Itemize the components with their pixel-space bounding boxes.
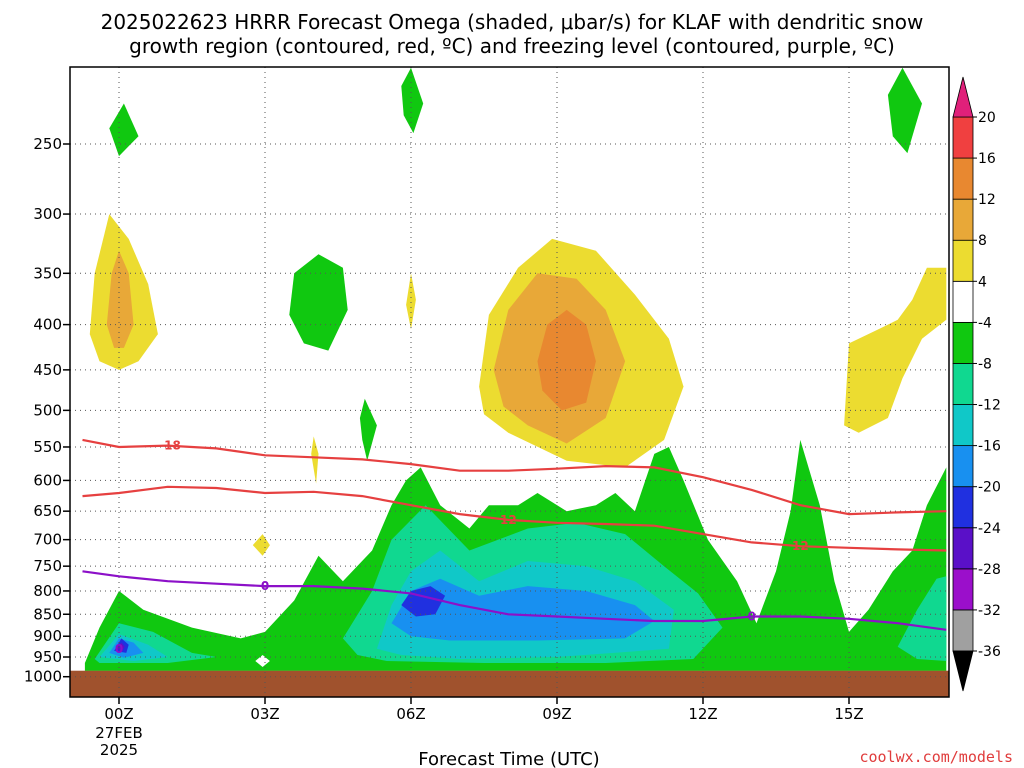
grid-lines (70, 67, 949, 697)
omega-region (289, 254, 348, 351)
colorbar-box (952, 239, 974, 282)
omega-region (887, 67, 922, 154)
colorbar-box (952, 404, 974, 447)
omega-region (844, 267, 947, 433)
chart-title-line-1: 2025022623 HRRR Forecast Omega (shaded, … (101, 10, 924, 34)
colorbar-box (952, 445, 974, 488)
y-tick-label: 750 (33, 557, 62, 575)
colorbar-box (952, 157, 974, 200)
x-tick-label: 15Z (834, 705, 863, 723)
omega-region (401, 67, 424, 134)
y-tick-label: 650 (33, 502, 62, 520)
terrain-band (70, 670, 949, 697)
contour-line-0 (82, 570, 947, 631)
contour-label: 12 (792, 539, 809, 553)
x-axis-title: Forecast Time (UTC) (418, 749, 599, 768)
omega-region (897, 576, 947, 661)
omega-region (109, 103, 139, 157)
colorbar-box (952, 609, 974, 652)
y-tick-label: 450 (33, 361, 62, 379)
colorbar-label: -16 (978, 439, 1001, 455)
y-tick-label: 500 (33, 401, 62, 419)
colorbar-label: 12 (978, 192, 996, 208)
y-tick-label: 600 (33, 471, 62, 489)
y-tick-label: 700 (33, 531, 62, 549)
plot-frame (69, 66, 950, 698)
y-tick-label: 850 (33, 605, 62, 623)
y-tick-label: 400 (33, 316, 62, 334)
contour-label: 0 (747, 610, 755, 624)
credit-link[interactable]: coolwx.com/models (859, 748, 1013, 766)
omega-region (406, 273, 416, 330)
x-tick-sublabel: 27FEB (95, 724, 142, 742)
x-tick-label: 12Z (688, 705, 717, 723)
colorbar-min-arrow (952, 650, 974, 692)
contour-line-minus12 (82, 485, 947, 552)
x-tick-label: 03Z (250, 705, 279, 723)
colorbar-box (952, 527, 974, 570)
colorbar-label: -28 (978, 562, 1001, 578)
omega-region (359, 398, 377, 461)
colorbar-box (952, 568, 974, 611)
chart-title-line-2: growth region (contoured, red, ºC) and f… (129, 34, 895, 58)
omega-region (106, 250, 134, 348)
omega-region (391, 578, 655, 641)
colorbar-box (952, 198, 974, 241)
y-tick-label: 250 (33, 135, 62, 153)
colorbar-max-arrow (952, 76, 974, 118)
colorbar-box (952, 280, 974, 323)
colorbar-label: -12 (978, 398, 1001, 414)
omega-region (255, 655, 270, 667)
colorbar-label: -20 (978, 480, 1001, 496)
contour-line-minus18 (82, 438, 947, 516)
omega-shading (84, 67, 947, 671)
colorbar-label: -24 (978, 521, 1001, 537)
colorbar-box (952, 363, 974, 405)
y-tick-label: 350 (33, 264, 62, 282)
colorbar-label: -4 (978, 315, 992, 331)
colorbar-label: 20 (978, 110, 996, 126)
y-tick-label: 1000 (24, 668, 62, 686)
x-tick-label: 09Z (542, 705, 571, 723)
omega-region (537, 309, 596, 411)
contour-labels: 18 12 12 0 0 0 (115, 439, 809, 656)
omega-region (311, 436, 319, 484)
colorbar-box (952, 116, 974, 159)
colorbar-label: -32 (978, 603, 1001, 619)
x-tick-label: 00Z (104, 705, 133, 723)
y-tick-label: 900 (33, 627, 62, 645)
colorbar-label: 16 (978, 151, 996, 167)
y-tick-label: 300 (33, 205, 62, 223)
contour-label: 18 (164, 439, 181, 453)
contour-label: 0 (115, 642, 123, 656)
colorbar-label: 4 (978, 274, 987, 290)
colorbar-label: -8 (978, 356, 992, 372)
x-tick-sublabel: 2025 (100, 741, 138, 759)
y-tick-label: 550 (33, 438, 62, 456)
temperature-contours (82, 438, 947, 631)
colorbar-label: 8 (978, 233, 987, 249)
contour-label: 0 (261, 579, 269, 593)
terrain-surface (70, 670, 949, 697)
contour-label: 12 (500, 513, 517, 527)
x-tick-label: 06Z (396, 705, 425, 723)
colorbar: -36 -32 -28 -24 -20 -16 -12 -8 -4 4 8 12 16 20 (952, 76, 1001, 692)
y-axis: 250 300 350 400 450 500 550 600 650 700 750 800 850 9… (24, 135, 70, 686)
colorbar-box (952, 486, 974, 529)
y-tick-label: 800 (33, 582, 62, 600)
omega-region (116, 642, 125, 653)
colorbar-box (952, 321, 974, 364)
colorbar-label: -36 (978, 644, 1001, 660)
y-tick-label: 950 (33, 648, 62, 666)
